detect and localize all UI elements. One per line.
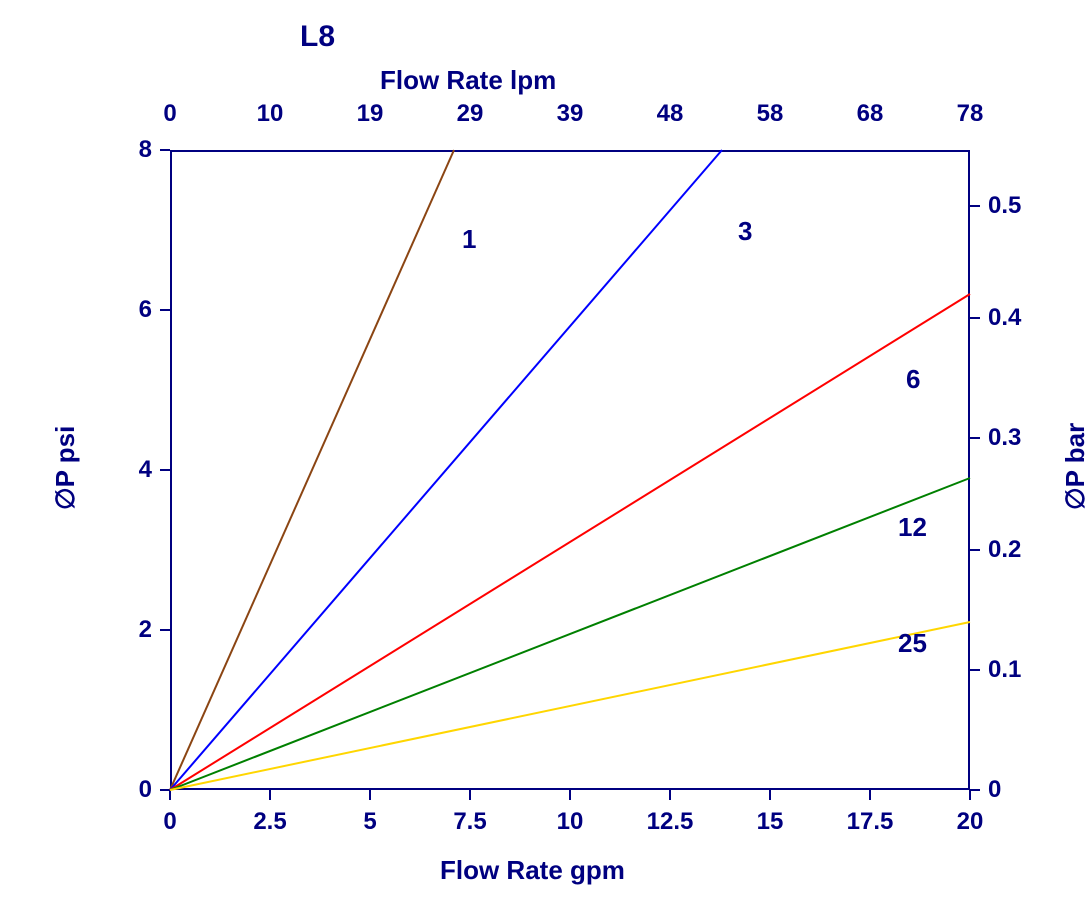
y-right-tick-label: 0 xyxy=(988,776,1001,804)
y-left-tick-label: 2 xyxy=(139,616,152,644)
y-left-tick-label: 4 xyxy=(139,456,152,484)
series-label-1: 1 xyxy=(462,224,476,255)
y-left-tick-label: 0 xyxy=(139,776,152,804)
x-top-tick-label: 39 xyxy=(557,100,584,128)
x-bottom-tick-label: 0 xyxy=(163,808,176,836)
series-label-6: 6 xyxy=(906,364,920,395)
x-bottom-tick-label: 2.5 xyxy=(253,808,286,836)
series-line-1 xyxy=(170,150,454,790)
series-line-3 xyxy=(170,150,722,790)
x-bottom-tick-label: 20 xyxy=(957,808,984,836)
y-right-tick-label: 0.2 xyxy=(988,536,1021,564)
x-top-tick-label: 58 xyxy=(757,100,784,128)
y-right-tick-label: 0.3 xyxy=(988,424,1021,452)
x-top-tick-label: 19 xyxy=(357,100,384,128)
series-line-6 xyxy=(170,294,970,790)
x-bottom-tick-label: 17.5 xyxy=(847,808,894,836)
x-top-tick-label: 29 xyxy=(457,100,484,128)
chart-svg xyxy=(0,0,1086,908)
series-label-12: 12 xyxy=(898,512,927,543)
y-right-tick-label: 0.5 xyxy=(988,192,1021,220)
series-label-3: 3 xyxy=(738,216,752,247)
x-top-tick-label: 68 xyxy=(857,100,884,128)
x-top-tick-label: 0 xyxy=(163,100,176,128)
series-line-25 xyxy=(170,622,970,790)
y-right-tick-label: 0.1 xyxy=(988,656,1021,684)
x-bottom-tick-label: 15 xyxy=(757,808,784,836)
x-bottom-tick-label: 7.5 xyxy=(453,808,486,836)
series-line-12 xyxy=(170,478,970,790)
x-bottom-tick-label: 10 xyxy=(557,808,584,836)
x-top-tick-label: 48 xyxy=(657,100,684,128)
chart-container: L8 Flow Rate lpm Flow Rate gpm ∅P psi ∅P… xyxy=(0,0,1086,908)
x-top-tick-label: 78 xyxy=(957,100,984,128)
x-bottom-tick-label: 12.5 xyxy=(647,808,694,836)
y-left-tick-label: 8 xyxy=(139,136,152,164)
y-left-tick-label: 6 xyxy=(139,296,152,324)
x-bottom-tick-label: 5 xyxy=(363,808,376,836)
x-top-tick-label: 10 xyxy=(257,100,284,128)
y-right-tick-label: 0.4 xyxy=(988,304,1021,332)
series-label-25: 25 xyxy=(898,628,927,659)
